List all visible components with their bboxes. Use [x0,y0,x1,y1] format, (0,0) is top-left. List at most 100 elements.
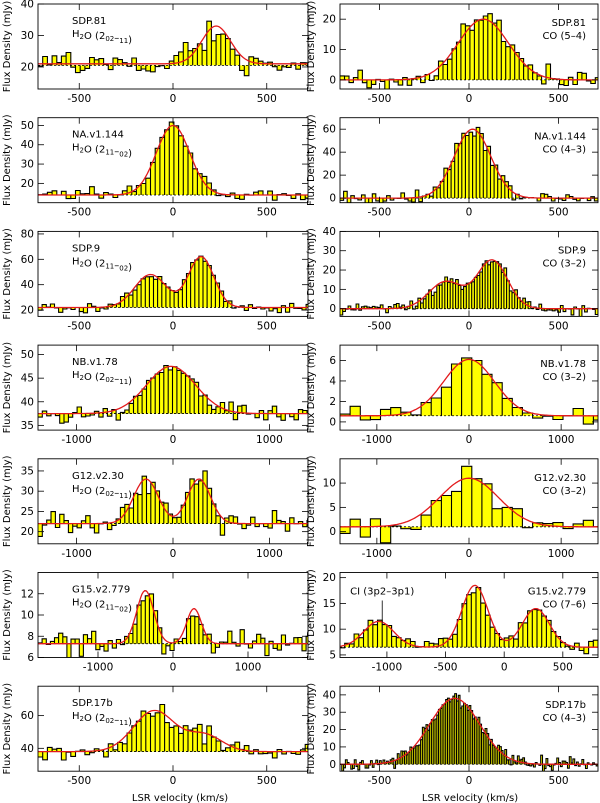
y-axis-label: Flux Density (mJy) [306,228,317,320]
gaussian-fit-curve [340,259,598,310]
line-transition: CO (3–2) [542,372,586,383]
x-tick-label: 0 [466,93,473,105]
line-transition-part: H [72,256,80,267]
source-name: SDP.81 [552,18,586,29]
y-axis-label: Flux Density (mJy) [306,683,317,775]
x-tick-label: -500 [67,320,91,332]
panel-p7: -1000 0 1000 0 2 4 6 NB.v1.78 CO (3–2) Flux Densi… [306,342,599,446]
y-tick-label: 20 [21,61,34,73]
x-tick-label: 500 [257,320,277,332]
x-tick-label: 0 [466,207,473,219]
line-transition-part: ) [128,490,132,501]
panel-p10: -1000 0 1000 6 8 10 12 G15.v2.779 H2O (211–02) Fl… [2,569,309,674]
x-tick-label: 500 [257,775,277,787]
panel-p11: -1000 -500 0 500 5 10 15 20 G15.v2.779 CO (7–6) CI… [306,569,599,674]
y-tick-label: 2 [329,396,336,408]
line-transition: CO (3–2) [542,486,586,497]
line-transition-part: 2 [80,147,84,155]
y-tick-label: 60 [21,710,34,722]
source-name: NA.v1.144 [72,130,124,141]
x-tick-label: 500 [257,207,277,219]
x-tick-label: 500 [549,320,569,332]
y-tick-label: 25 [21,506,34,518]
panel-p4: -500 0 500 20 40 60 80 SDP.9 H2O (211–02) Flux De… [2,228,309,332]
panel-p3: -500 0 500 0 20 40 60 NA.v1.144 CO (4–3) Flux Den… [306,114,599,219]
y-tick-label: 60 [323,124,336,136]
x-tick-label: -500 [367,93,391,105]
y-tick-label: 30 [323,245,336,257]
y-axis-label: Flux Density (mJy) [2,1,13,93]
x-tick-label: -500 [434,662,458,674]
panel-p9: -1000 0 1000 0 5 10 G12.v2.30 CO (3–2) Flux Dens… [306,455,599,560]
y-axis-label: Flux Density (mJy) [306,455,317,547]
panel-p6: -1000 0 1000 35 40 45 50 NB.v1.78 H2O (202–11) Fl… [2,342,309,446]
line-transition-part: O (2 [84,145,105,156]
line-transition: CO (3–2) [542,258,586,269]
gaussian-fit-curve [38,478,308,525]
source-name: NA.v1.144 [534,132,586,143]
y-tick-label: 10 [323,741,336,753]
y-tick-label: 40 [21,139,34,151]
line-transition: H2O (211–02) [72,598,132,615]
x-tick-label: -500 [67,775,91,787]
panel-p8: -1000 0 1000 20 25 30 35 G12.v2.30 H2O (202–11) F… [2,455,309,560]
source-name: NB.v1.78 [540,359,586,370]
y-tick-label: 50 [21,120,34,132]
line-transition-part: ) [128,262,132,273]
line-transition-part: – [114,260,119,271]
gaussian-fit-curve [340,477,598,528]
y-tick-label: 40 [21,279,34,291]
line-transition-part: H [72,484,80,495]
line-transition-part: 02 [105,490,114,498]
x-tick-label: -500 [367,207,391,219]
line-transition: H2O (202–11) [72,484,132,501]
y-axis-label: Flux Density (mJy) [2,569,13,661]
y-tick-label: 0 [329,74,336,86]
line-transition-part: 11 [119,492,128,500]
y-tick-label: 60 [21,254,34,266]
panel-plot-area [340,357,598,425]
line-transition-part: 2 [80,488,84,496]
y-tick-label: 20 [323,170,336,182]
line-transition-part: ) [128,35,132,46]
panel-plot-area [340,465,598,544]
line-transition-part: O (2 [84,713,105,724]
panel-frame [339,572,599,658]
line-transition-part: – [114,147,119,158]
y-axis-label: Flux Density (mJy) [2,228,13,320]
y-axis-label: Flux Density (mJy) [306,569,317,661]
x-tick-label: 0 [170,93,177,105]
x-tick-label: -1000 [83,662,114,674]
x-tick-label: 0 [466,434,473,446]
spectrum-fill [38,256,308,313]
gaussian-fit-curve [340,584,598,648]
line-transition-part: H [72,143,80,154]
y-tick-label: 10 [323,44,336,56]
y-axis-label: Flux Density (mJy) [2,114,13,206]
y-tick-label: 5 [329,502,336,514]
x-tick-label: -500 [367,775,391,787]
y-tick-label: 35 [21,465,34,477]
line-transition-part: 11 [119,378,128,386]
x-axis-label-left: LSR velocity (km/s) [132,793,228,803]
line-transition-part: 11 [119,719,128,727]
line-transition-part: 2 [80,374,84,382]
line-transition-part: H [72,29,80,40]
source-name: SDP.9 [558,245,586,256]
x-tick-label: 0 [170,548,177,560]
y-tick-label: 20 [21,526,34,538]
y-tick-label: 12 [21,588,34,600]
source-name: G12.v2.30 [72,471,124,482]
panel-plot-area [340,13,598,89]
line-annotation: CI (3p2–3p1) [350,587,414,598]
y-axis-label: Flux Density (mJy) [2,342,13,434]
line-transition: H2O (202–11) [72,29,132,46]
x-tick-label: -1000 [372,662,403,674]
gaussian-fit-curve [38,590,308,645]
y-tick-label: 0 [329,526,336,538]
x-tick-label: -500 [67,93,91,105]
x-tick-label: 1000 [256,548,283,560]
panel-plot-area [340,584,598,655]
line-transition-part: 2 [80,715,84,723]
y-tick-label: 20 [21,178,34,190]
